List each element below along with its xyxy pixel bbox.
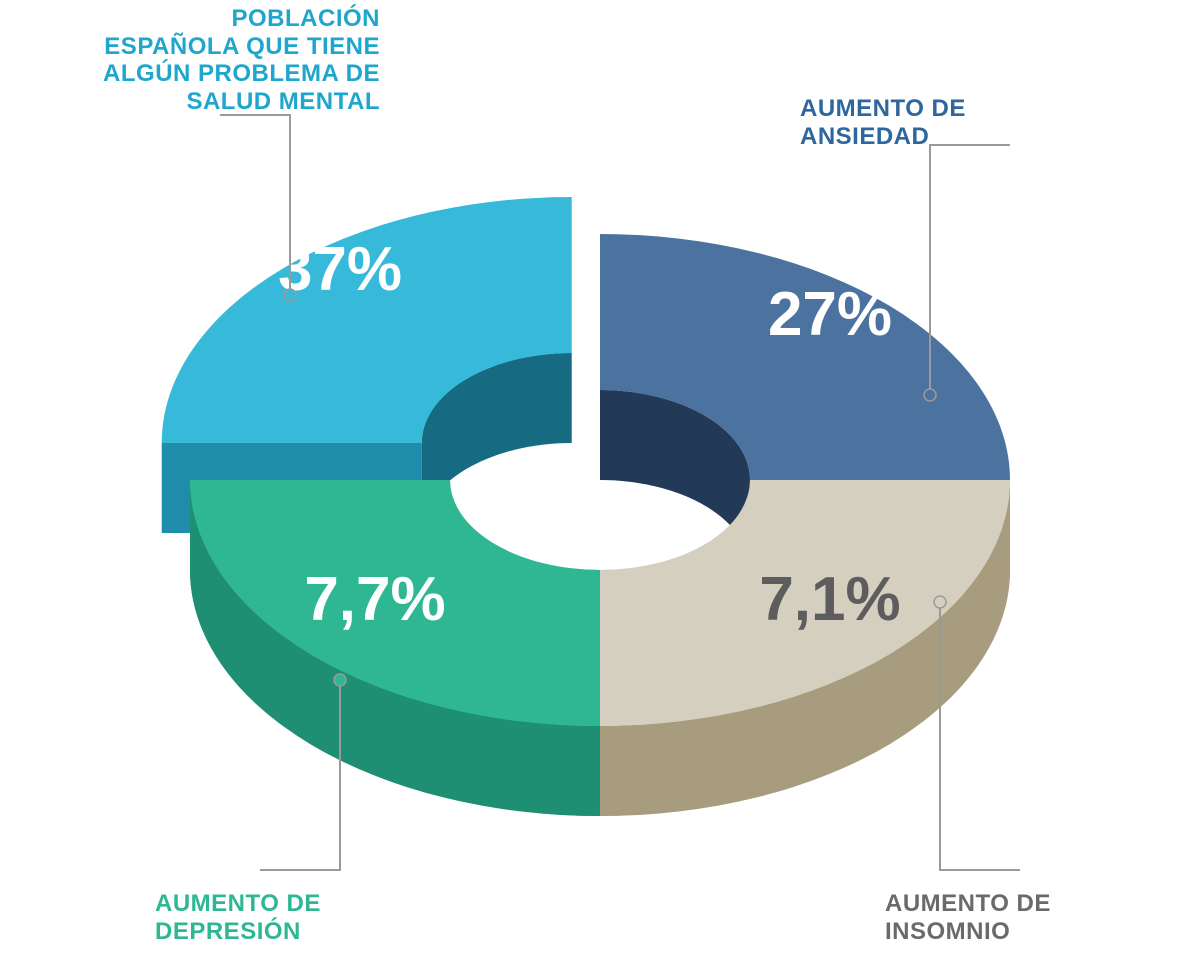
callout-dot-insomnio — [934, 596, 946, 608]
donut-chart-3d: 27%7,1%7,7%37% AUMENTO DE ANSIEDADAUMENT… — [0, 0, 1200, 980]
callout-dot-poblacion — [284, 289, 296, 301]
chart-canvas: 27%7,1%7,7%37% — [0, 0, 1200, 980]
callout-dot-ansiedad — [924, 389, 936, 401]
slice-value-ansiedad: 27% — [768, 280, 892, 349]
callout-label-insomnio: AUMENTO DE INSOMNIO — [885, 890, 1051, 945]
callout-label-depresion: AUMENTO DE DEPRESIÓN — [155, 890, 321, 945]
slice-value-insomnio: 7,1% — [759, 565, 900, 634]
callout-dot-depresion — [334, 674, 346, 686]
callout-label-ansiedad: AUMENTO DE ANSIEDAD — [800, 95, 966, 150]
callout-label-poblacion: POBLACIÓN ESPAÑOLA QUE TIENE ALGÚN PROBL… — [90, 5, 380, 115]
slice-value-depresion: 7,7% — [304, 565, 445, 634]
